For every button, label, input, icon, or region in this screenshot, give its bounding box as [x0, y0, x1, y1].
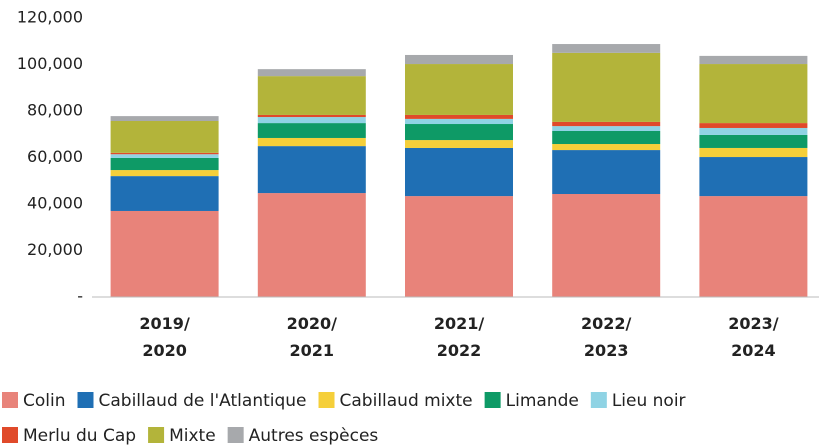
- legend-swatch: [148, 427, 165, 443]
- legend-item: Autres espèces: [227, 426, 379, 445]
- bar-segment: [552, 130, 661, 145]
- legend-item: Cabillaud mixte: [318, 391, 473, 411]
- x-tick-label: 2022/2023: [581, 314, 632, 360]
- bar-segment: [552, 150, 661, 195]
- bar-segment: [405, 196, 513, 297]
- bar-segment: [405, 147, 513, 197]
- y-tick-label: 120,000: [17, 8, 83, 27]
- bar-segment: [552, 194, 661, 297]
- legend-item: Limande: [484, 391, 579, 411]
- legend-item: Colin: [2, 391, 66, 411]
- legend-label: Limande: [506, 391, 579, 411]
- y-tick-label: 40,000: [27, 194, 83, 213]
- x-tick-label: 2020/2021: [287, 314, 338, 360]
- bar-segment: [257, 76, 366, 115]
- bar-segment: [405, 140, 513, 148]
- bar-segment: [552, 126, 661, 131]
- legend-swatch: [2, 427, 18, 443]
- bar-segment: [257, 193, 366, 297]
- legend-item: Merlu du Cap: [2, 426, 136, 445]
- legend-label: Lieu noir: [612, 391, 686, 411]
- legend-swatch: [77, 392, 94, 408]
- bar-segment: [110, 120, 219, 153]
- legend-label: Merlu du Cap: [23, 426, 136, 445]
- bar-segment: [699, 134, 808, 148]
- legend-swatch: [227, 427, 244, 443]
- legend-label: Mixte: [169, 426, 216, 445]
- bar-segment: [257, 137, 366, 147]
- bar-segment: [699, 127, 808, 135]
- bar-segment: [110, 170, 219, 177]
- bar-segment: [110, 157, 219, 171]
- legend-swatch: [590, 392, 607, 408]
- legend-item: Lieu noir: [590, 391, 686, 411]
- legend-item: Cabillaud de l'Atlantique: [77, 391, 307, 411]
- y-tick-label: -: [77, 287, 83, 306]
- bar-segment: [699, 157, 808, 197]
- bar-segment: [257, 117, 366, 124]
- y-tick-label: 60,000: [27, 147, 83, 166]
- bar-segment: [699, 55, 808, 65]
- y-tick-label: 100,000: [17, 54, 83, 73]
- legend-swatch: [484, 392, 501, 408]
- bar-segment: [405, 114, 513, 119]
- x-tick-label: 2019/2020: [139, 314, 190, 360]
- legend-swatch: [318, 392, 335, 408]
- bar-segment: [405, 54, 513, 65]
- bar-segment: [699, 123, 808, 128]
- x-tick-label: 2021/2022: [434, 314, 485, 360]
- bar-segment: [699, 196, 808, 297]
- bar-segment: [699, 147, 808, 158]
- y-tick-label: 20,000: [27, 240, 83, 259]
- bar-segment: [405, 118, 513, 125]
- bar-segment: [257, 114, 366, 118]
- bar-segment: [110, 116, 219, 121]
- legend-item: Mixte: [148, 426, 216, 445]
- bar-segment: [257, 146, 366, 194]
- bar-segment: [405, 64, 513, 115]
- bar-segment: [552, 121, 661, 127]
- bar-segment: [699, 64, 808, 124]
- bar-segment: [110, 176, 219, 211]
- bar-segment: [257, 123, 366, 138]
- y-tick-label: 80,000: [27, 101, 83, 120]
- legend-swatch: [2, 392, 18, 408]
- x-tick-label: 2023/2024: [728, 314, 779, 360]
- legend-label: Autres espèces: [249, 426, 379, 445]
- bar-segment: [110, 152, 219, 155]
- bar-segment: [257, 69, 366, 77]
- bar-segment: [552, 144, 661, 151]
- legend-label: Cabillaud mixte: [340, 391, 473, 411]
- bar-segment: [552, 44, 661, 53]
- bar-segment: [552, 52, 661, 122]
- legend-label: Cabillaud de l'Atlantique: [99, 391, 307, 411]
- bar-segment: [110, 154, 219, 158]
- bar-segment: [110, 210, 219, 297]
- legend-label: Colin: [23, 391, 66, 411]
- bar-segment: [405, 124, 513, 141]
